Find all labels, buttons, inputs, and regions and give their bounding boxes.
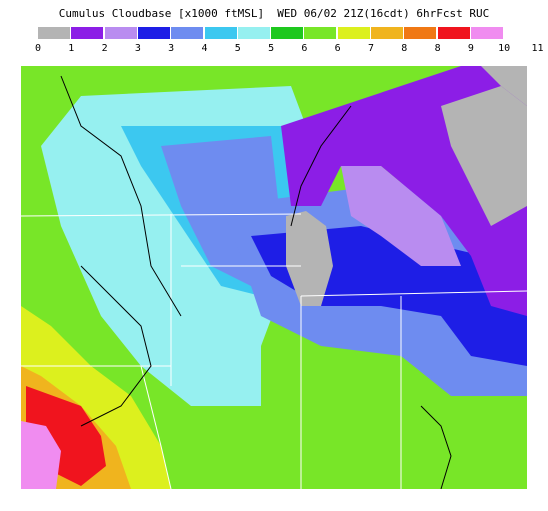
color-legend: 0 1 2 3 3 4 5 5 6 6 7 8 8 9 10 11 <box>0 0 548 60</box>
legend-swatch <box>437 27 470 39</box>
legend-tick-label: 3 <box>168 43 175 54</box>
legend-tick-label: 5 <box>268 43 275 54</box>
legend-tick-label: 2 <box>101 43 108 54</box>
legend-swatch <box>271 27 304 39</box>
legend-swatch <box>171 27 204 39</box>
legend-swatch <box>470 27 503 39</box>
lake-michigan <box>286 211 333 306</box>
legend-swatch <box>204 27 237 39</box>
contour-lines <box>60 75 452 489</box>
legend-tick-label: 3 <box>134 43 141 54</box>
legend-swatch <box>71 27 104 39</box>
legend-tick-label: 1 <box>68 43 75 54</box>
legend-tick-label: 6 <box>334 43 341 54</box>
region-southwest-pink <box>21 421 61 489</box>
legend-swatch <box>337 27 370 39</box>
legend-tick-label: 11 <box>531 43 544 54</box>
legend-tick-label: 10 <box>498 43 511 54</box>
cloudbase-map <box>21 66 527 489</box>
region-lavender <box>341 166 461 266</box>
map-title: Cumulus Cloudbase [x1000 ftMSL] WED 06/0… <box>58 7 490 20</box>
legend-swatch <box>371 27 403 39</box>
legend-swatch <box>38 27 70 39</box>
lake-superior-east <box>481 66 527 106</box>
state-borders <box>21 213 527 489</box>
legend-tick-label: 8 <box>401 43 408 54</box>
legend-tick-label: 4 <box>201 43 208 54</box>
legend-swatch <box>104 27 137 39</box>
lake-huron <box>441 86 527 226</box>
legend-tick-label: 5 <box>234 43 241 54</box>
legend-swatch <box>304 27 337 39</box>
legend-tick-label: 6 <box>301 43 308 54</box>
legend-tick-label: 8 <box>434 43 441 54</box>
legend-swatch <box>237 27 270 39</box>
legend-tick-label: 0 <box>34 43 42 54</box>
legend-tick-label: 9 <box>467 43 474 54</box>
legend-tick-label: 7 <box>367 43 375 54</box>
legend-swatch <box>137 27 170 39</box>
legend-swatch <box>404 27 437 39</box>
